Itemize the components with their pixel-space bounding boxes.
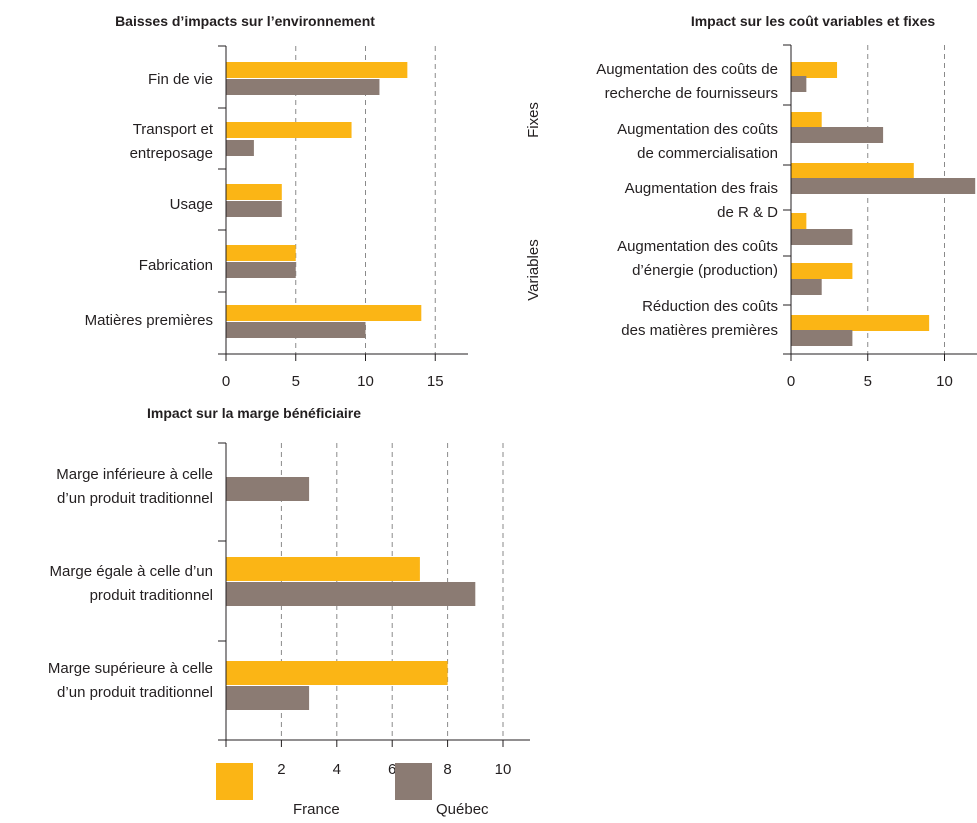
category-label: Fabrication: [139, 257, 213, 274]
bar-quebec: [226, 140, 254, 156]
category-label: Augmentation des frais: [625, 180, 778, 197]
legend-label-quebec: Québec: [436, 801, 489, 818]
x-tick-label: 0: [222, 373, 230, 390]
chart-environment-impacts: Baisses d’impacts sur l’environnement 0 5 1…: [85, 13, 468, 390]
category-label: Transport et: [133, 121, 214, 138]
x-tick-label: 10: [495, 761, 512, 778]
bar-quebec: [226, 79, 380, 95]
x-tick-label: 8: [443, 761, 451, 778]
x-tick-label: 2: [277, 761, 285, 778]
category-label: de R & D: [717, 204, 778, 221]
x-tick-label: 4: [333, 761, 341, 778]
category-label: d’un produit traditionnel: [57, 684, 213, 701]
group-label: Fixes: [525, 102, 542, 138]
chart-title: Impact sur la marge bénéficiaire: [147, 405, 361, 421]
bar-quebec: [791, 178, 976, 194]
category-label: Usage: [170, 196, 213, 213]
bar-quebec: [226, 262, 296, 278]
category-label: Fin de vie: [148, 71, 213, 88]
category-label: Matières premières: [85, 312, 213, 329]
bar-france: [226, 661, 448, 685]
category-label: Marge supérieure à celle: [48, 660, 213, 677]
bar-quebec: [791, 229, 853, 245]
chart-variable-fixed-costs: Impact sur les coût variables et fixes 0 5…: [525, 13, 977, 390]
legend: France Québec: [216, 763, 489, 818]
bar-france: [226, 184, 282, 200]
bar-france: [226, 305, 422, 321]
bar-quebec: [791, 279, 822, 295]
bar-france: [791, 263, 853, 279]
category-label: recherche de fournisseurs: [605, 85, 778, 102]
legend-swatch-quebec: [395, 763, 432, 800]
category-label: entreposage: [130, 145, 213, 162]
category-label: des matières premières: [621, 322, 778, 339]
legend-swatch-france: [216, 763, 253, 800]
bar-france: [791, 62, 838, 78]
x-tick-label: 0: [787, 373, 795, 390]
bar-france: [226, 62, 408, 78]
category-label: Réduction des coûts: [642, 298, 778, 315]
x-tick-label: 6: [388, 761, 396, 778]
category-label: Marge égale à celle d’un: [50, 563, 213, 580]
x-tick-label: 10: [936, 373, 953, 390]
category-label: d’un produit traditionnel: [57, 490, 213, 507]
category-label: produit traditionnel: [90, 587, 213, 604]
bar-quebec: [226, 477, 310, 501]
bar-france: [791, 213, 807, 229]
x-tick-label: 5: [292, 373, 300, 390]
bar-france: [226, 122, 352, 138]
x-tick-label: 10: [357, 373, 374, 390]
bar-quebec: [226, 201, 282, 217]
bar-france: [226, 557, 420, 581]
legend-label-france: France: [293, 801, 340, 818]
bar-quebec: [791, 127, 884, 143]
bar-france: [791, 163, 914, 179]
category-label: de commercialisation: [637, 145, 778, 162]
chart-profit-margin: Impact sur la marge bénéficiaire0246810M…: [48, 405, 530, 778]
category-label: Augmentation des coûts: [617, 121, 778, 138]
chart-title: Baisses d’impacts sur l’environnement: [115, 13, 375, 29]
category-label: Marge inférieure à celle: [56, 466, 213, 483]
x-tick-label: 5: [864, 373, 872, 390]
category-label: Augmentation des coûts: [617, 238, 778, 255]
category-label: d’énergie (production): [632, 262, 778, 279]
x-tick-label: 15: [427, 373, 444, 390]
bar-quebec: [226, 582, 476, 606]
group-label: Variables: [525, 239, 542, 300]
bar-france: [791, 112, 822, 128]
bar-quebec: [791, 330, 853, 346]
bar-france: [226, 245, 296, 261]
category-label: Augmentation des coûts de: [596, 61, 778, 78]
bar-france: [791, 315, 930, 331]
chart-title: Impact sur les coût variables et fixes: [691, 13, 936, 29]
bar-quebec: [226, 686, 310, 710]
bar-quebec: [791, 76, 807, 92]
bar-quebec: [226, 322, 366, 338]
